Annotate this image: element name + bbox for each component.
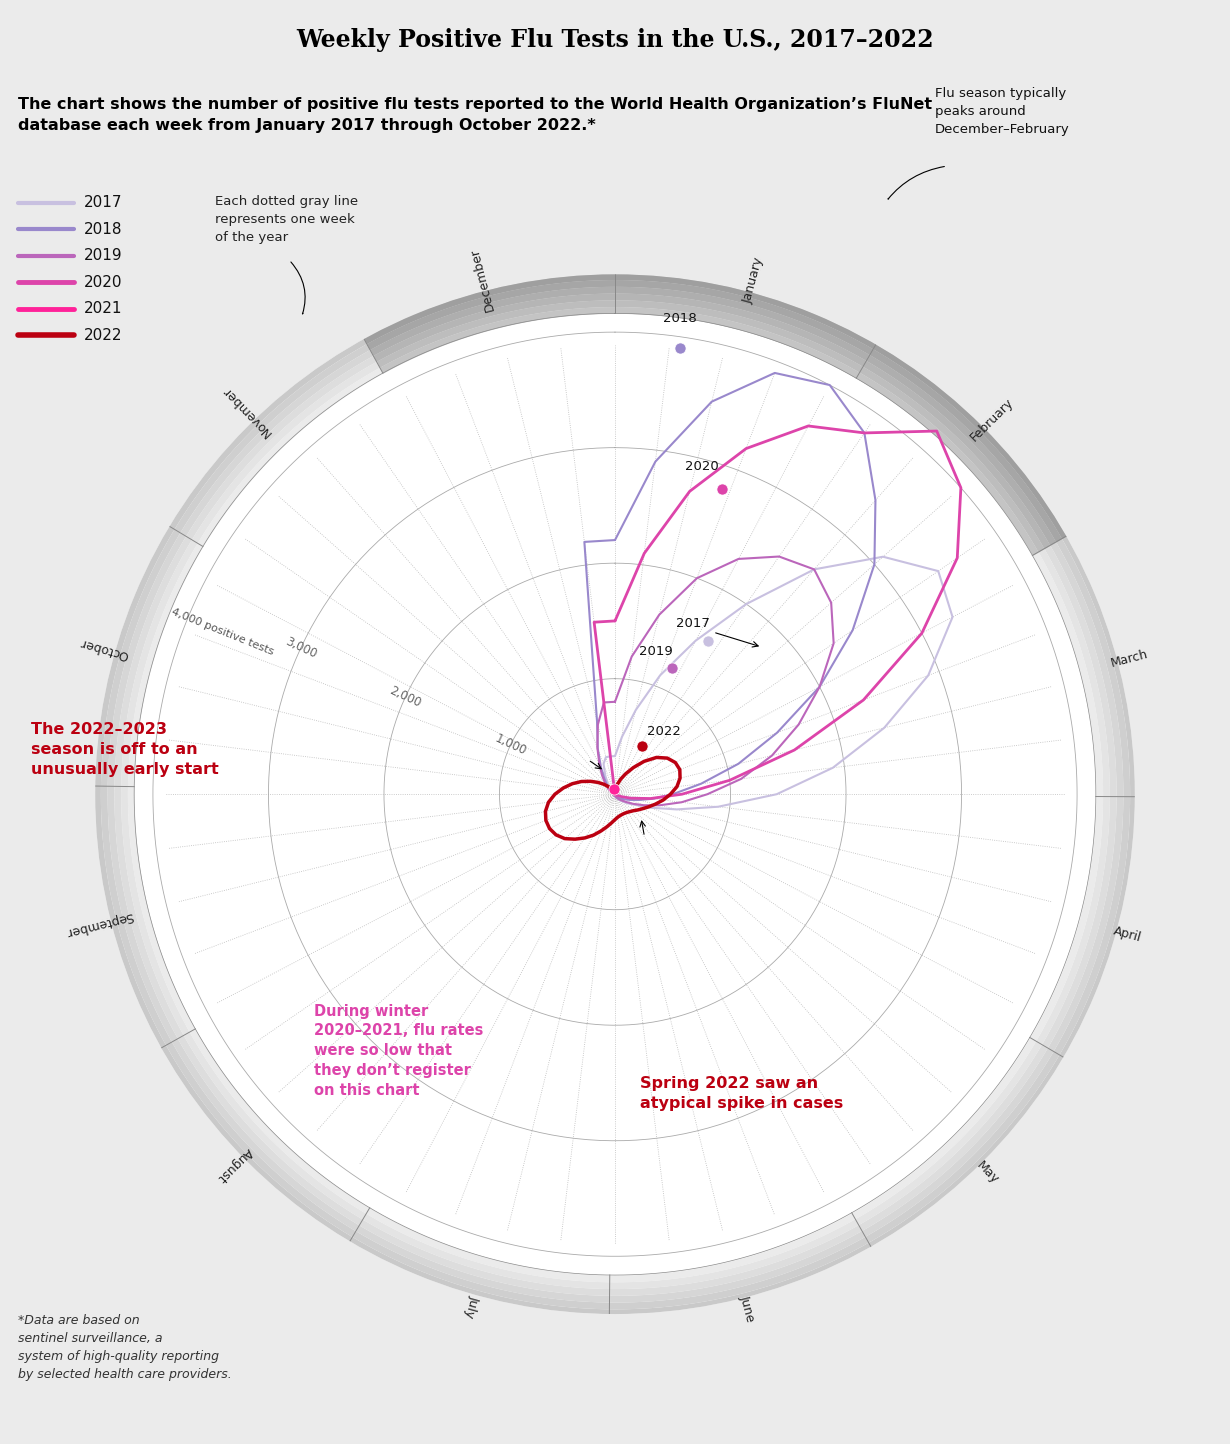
Text: March: March bbox=[1109, 648, 1149, 670]
Text: 2019: 2019 bbox=[84, 248, 123, 263]
Text: 2019: 2019 bbox=[640, 645, 673, 658]
Text: 2,000: 2,000 bbox=[387, 683, 423, 709]
Text: The 2022–2023
season is off to an
unusually early start: The 2022–2023 season is off to an unusua… bbox=[31, 722, 219, 777]
Text: April: April bbox=[1112, 924, 1143, 944]
Text: Each dotted gray line
represents one week
of the year: Each dotted gray line represents one wee… bbox=[215, 195, 358, 244]
Text: 2020: 2020 bbox=[685, 461, 720, 474]
Text: Weekly Positive Flu Tests in the U.S., 2017–2022: Weekly Positive Flu Tests in the U.S., 2… bbox=[296, 27, 934, 52]
Text: Spring 2022 saw an
atypical spike in cases: Spring 2022 saw an atypical spike in cas… bbox=[640, 1076, 843, 1110]
Text: During winter
2020–2021, flu rates
were so low that
they don’t register
on this : During winter 2020–2021, flu rates were … bbox=[314, 1004, 483, 1097]
Text: 2018: 2018 bbox=[84, 222, 123, 237]
Text: December: December bbox=[469, 247, 497, 312]
Text: 2022: 2022 bbox=[647, 725, 681, 738]
Text: Flu season typically
peaks around
December–February: Flu season typically peaks around Decemb… bbox=[935, 87, 1070, 136]
Text: July: July bbox=[462, 1294, 481, 1318]
Text: 3,000: 3,000 bbox=[283, 635, 319, 661]
Text: 2017: 2017 bbox=[84, 195, 123, 211]
Text: June: June bbox=[738, 1294, 758, 1324]
Text: 2020: 2020 bbox=[84, 274, 123, 290]
Text: 2022: 2022 bbox=[84, 328, 123, 342]
Text: November: November bbox=[219, 384, 273, 439]
Text: August: August bbox=[214, 1145, 255, 1186]
Text: *Data are based on
sentinel surveillance, a
system of high-quality reporting
by : *Data are based on sentinel surveillance… bbox=[18, 1314, 232, 1380]
Text: 2017: 2017 bbox=[675, 617, 710, 630]
Text: May: May bbox=[974, 1160, 1001, 1187]
Text: 2021: 2021 bbox=[84, 302, 123, 316]
Text: 4,000 positive tests: 4,000 positive tests bbox=[170, 606, 276, 657]
Text: January: January bbox=[740, 257, 765, 306]
Text: October: October bbox=[77, 635, 130, 661]
Text: 2018: 2018 bbox=[663, 312, 696, 325]
Text: 1,000: 1,000 bbox=[492, 732, 528, 758]
Text: February: February bbox=[968, 396, 1016, 443]
Text: The chart shows the number of positive flu tests reported to the World Health Or: The chart shows the number of positive f… bbox=[18, 97, 932, 133]
Text: September: September bbox=[64, 910, 135, 939]
